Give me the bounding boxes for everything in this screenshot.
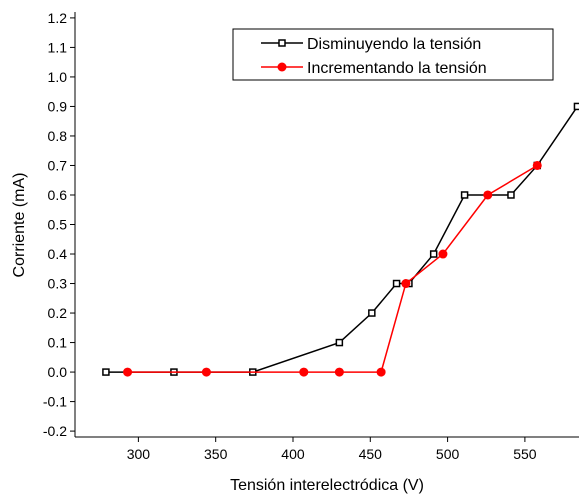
- data-point: [201, 367, 211, 377]
- y-tick-label: 0.7: [48, 157, 68, 173]
- plot-area: [102, 102, 579, 377]
- y-tick-label: 0.1: [48, 335, 68, 351]
- y-tick-label: 0.4: [48, 246, 68, 262]
- data-point: [532, 160, 542, 170]
- y-tick-label: 0.8: [48, 128, 68, 144]
- data-point: [392, 279, 401, 288]
- data-point: [460, 191, 469, 199]
- series-line: [127, 164, 538, 373]
- x-tick-label: 300: [127, 446, 151, 462]
- series-line: [105, 106, 579, 373]
- data-point: [438, 249, 448, 259]
- legend-label: Disminuyendo la tensión: [307, 36, 481, 53]
- y-tick-label: 0.6: [48, 187, 68, 203]
- data-point: [429, 250, 438, 258]
- y-tick-label: 1.0: [48, 69, 68, 85]
- x-tick-label: 400: [281, 446, 305, 462]
- legend-label: Incrementando la tensión: [307, 60, 487, 77]
- data-point: [376, 367, 386, 377]
- data-point: [123, 367, 133, 377]
- y-tick-label: 0.3: [48, 276, 68, 292]
- y-tick-label: 0.9: [48, 98, 68, 114]
- x-tick-label: 550: [513, 446, 537, 462]
- data-point: [401, 279, 411, 289]
- legend-marker: [278, 39, 286, 47]
- data-point: [483, 190, 493, 200]
- data-point: [573, 102, 579, 111]
- x-axis-label: Tensión interelectródica (V): [230, 477, 424, 494]
- x-tick-label: 450: [359, 446, 383, 462]
- data-point: [102, 368, 110, 376]
- y-tick-label: -0.2: [43, 423, 67, 439]
- data-point: [335, 338, 344, 347]
- y-tick-label: 0.2: [48, 305, 68, 321]
- data-point: [334, 367, 344, 377]
- legend-marker: [277, 62, 287, 72]
- x-tick-label: 350: [204, 446, 228, 462]
- y-tick-label: 0.0: [48, 364, 68, 380]
- y-tick-label: -0.1: [43, 394, 67, 410]
- legend-box: [232, 28, 554, 81]
- data-point: [368, 309, 376, 317]
- y-axis-label: Corriente (mA): [11, 173, 28, 278]
- data-point: [299, 367, 309, 377]
- data-point: [507, 191, 515, 199]
- y-tick-label: 0.5: [48, 217, 68, 233]
- y-tick-label: 1.2: [48, 10, 68, 26]
- x-tick-label: 500: [436, 446, 460, 462]
- y-tick-label: 1.1: [48, 39, 68, 55]
